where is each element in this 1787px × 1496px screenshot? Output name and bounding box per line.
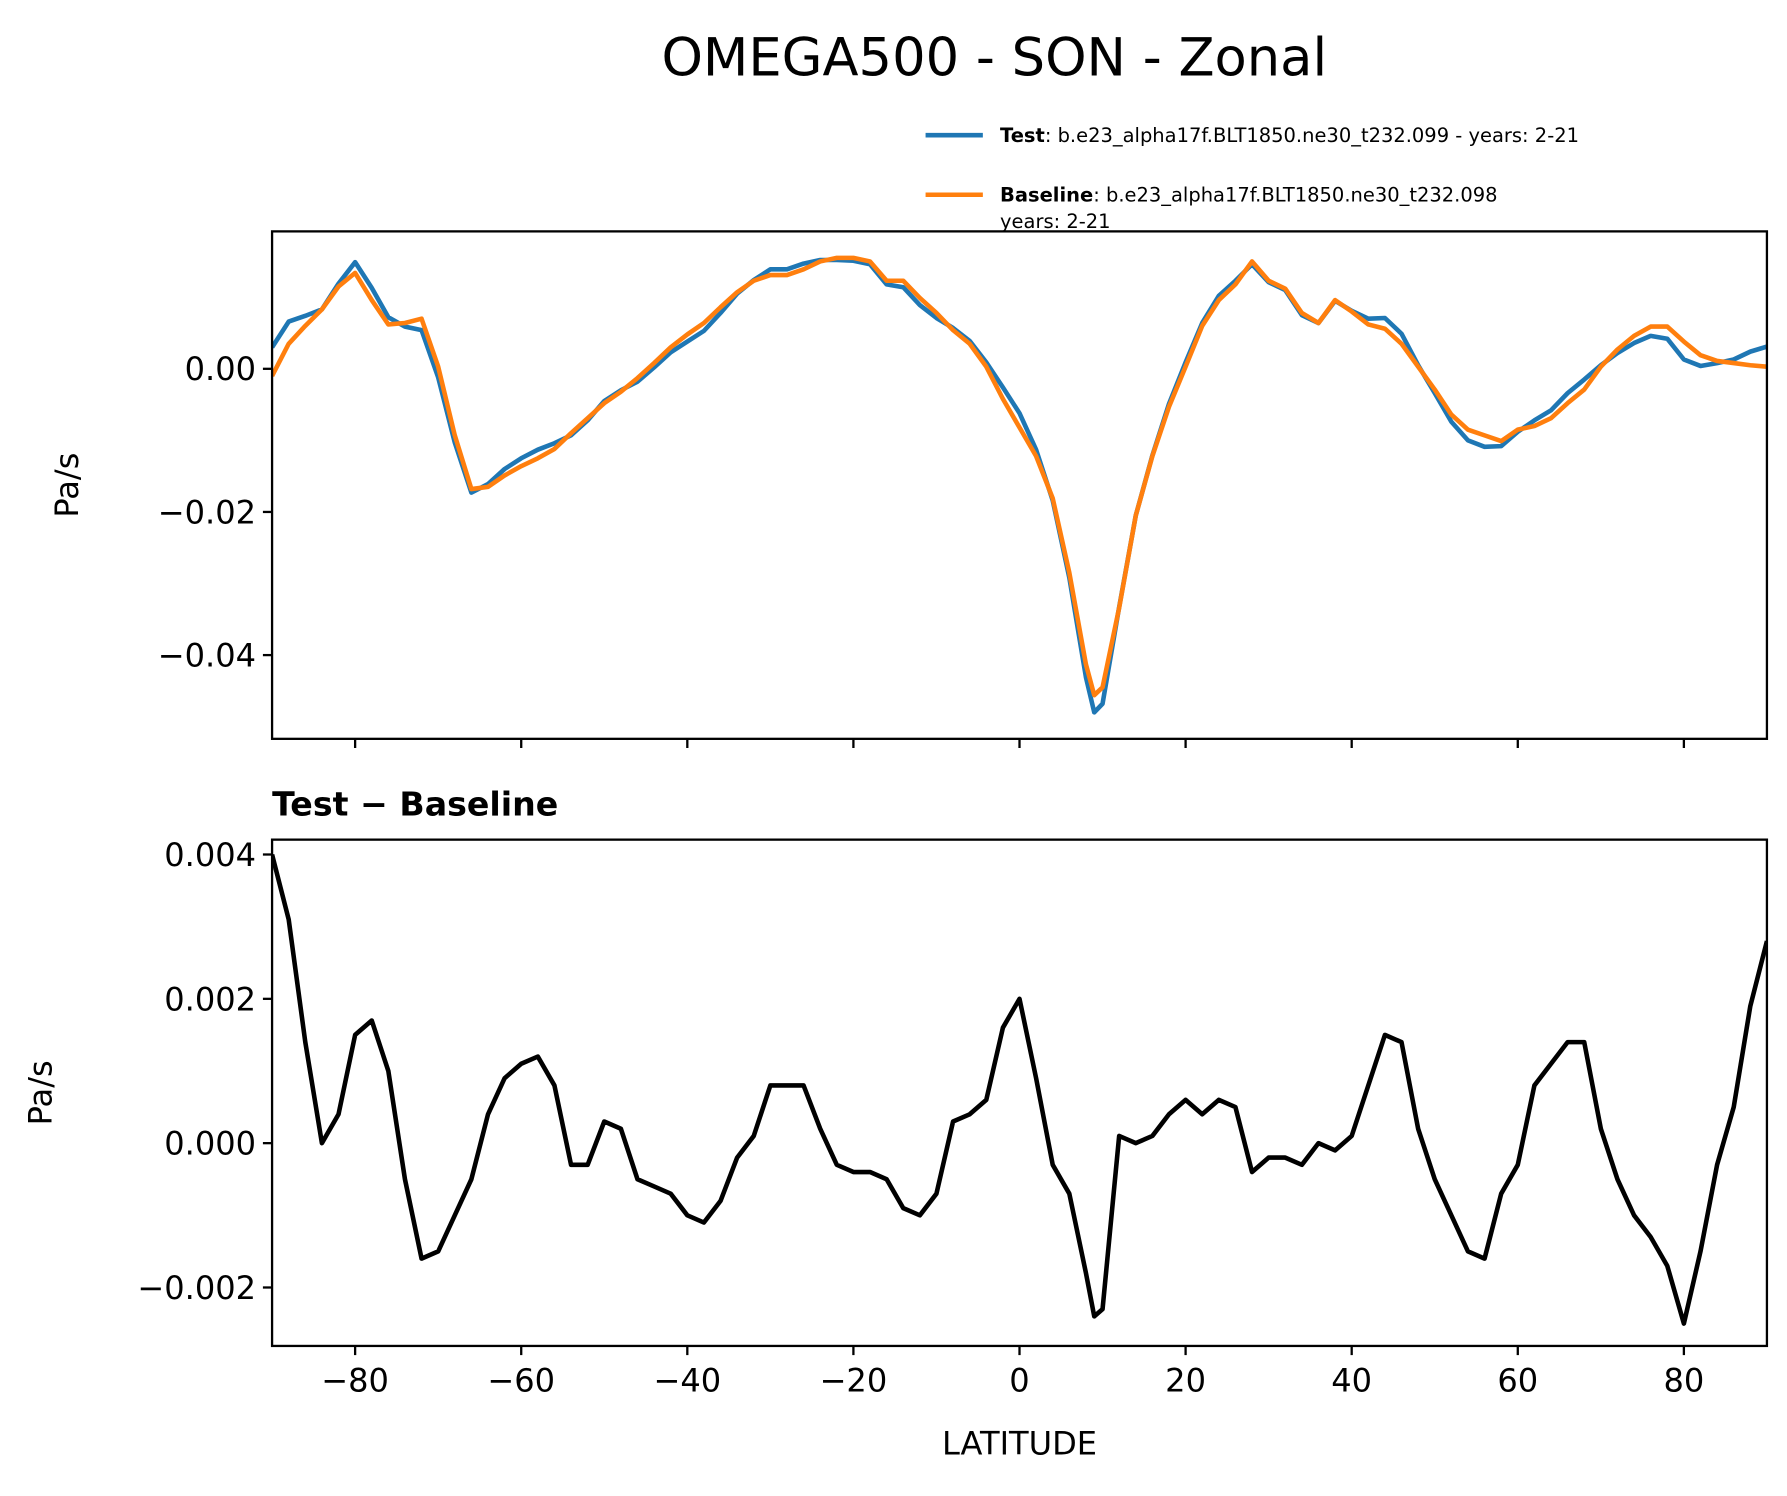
x-tick-label: −20: [820, 1362, 888, 1400]
axes-frame: [270, 838, 1769, 1348]
y-tick-label: 0.000: [164, 1125, 256, 1163]
x-tick-label: −80: [321, 1362, 389, 1400]
legend-name: Test: [1000, 124, 1045, 147]
x-tick-label: 60: [1497, 1362, 1538, 1400]
y-axis-label: Pa/s: [22, 1060, 60, 1125]
axes-frame: [270, 230, 1769, 740]
x-tick-label: 0: [1009, 1362, 1029, 1400]
data-line: [272, 853, 1767, 1326]
y-tick-label: −0.04: [158, 637, 256, 675]
legend-label: years: 2-21: [1000, 210, 1111, 233]
data-line: [272, 255, 1767, 698]
x-axis-label: LATITUDE: [942, 1425, 1097, 1463]
legend-name: Baseline: [1000, 184, 1093, 207]
legend-entry: Baseline: b.e23_alpha17f.BLT1850.ne30_t2…: [1000, 184, 1497, 233]
figure-title: OMEGA500 - SON - Zonal: [661, 28, 1327, 89]
y-tick-label: −0.02: [158, 493, 256, 531]
x-tick-label: 40: [1331, 1362, 1372, 1400]
x-tick-label: 80: [1663, 1362, 1704, 1400]
y-tick-label: 0.002: [164, 980, 256, 1018]
legend-entry: Test: b.e23_alpha17f.BLT1850.ne30_t232.0…: [1000, 124, 1579, 147]
subtitle: Test − Baseline: [272, 785, 558, 824]
y-axis-label: Pa/s: [48, 453, 86, 518]
y-tick-label: 0.00: [185, 350, 256, 388]
x-tick-label: −40: [653, 1362, 721, 1400]
y-tick-label: 0.004: [164, 836, 256, 874]
x-tick-label: 20: [1165, 1362, 1206, 1400]
legend-label: : b.e23_alpha17f.BLT1850.ne30_t232.099 -…: [1045, 124, 1579, 147]
x-tick-label: −60: [487, 1362, 555, 1400]
legend-label: : b.e23_alpha17f.BLT1850.ne30_t232.098: [1093, 184, 1497, 207]
y-tick-label: −0.002: [137, 1269, 256, 1307]
